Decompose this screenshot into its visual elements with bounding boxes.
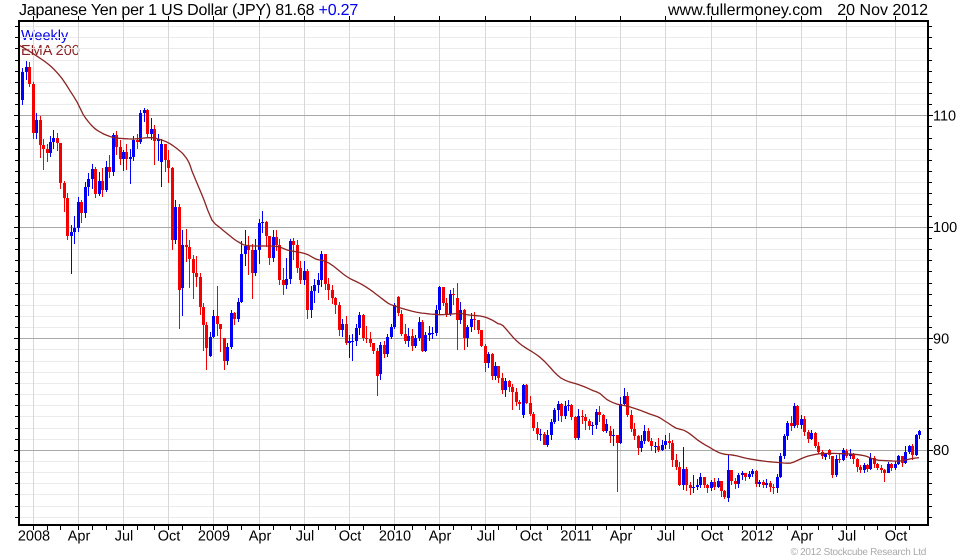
svg-text:Oct: Oct [520,529,543,545]
svg-text:2009: 2009 [198,529,230,545]
svg-text:Oct: Oct [885,529,908,545]
svg-text:2011: 2011 [560,529,591,545]
svg-text:Apr: Apr [791,529,814,545]
svg-text:Apr: Apr [68,529,91,545]
svg-text:Jul: Jul [115,529,134,545]
svg-text:2008: 2008 [18,529,50,545]
svg-text:80: 80 [933,443,949,459]
svg-text:Oct: Oct [158,529,181,545]
svg-text:Apr: Apr [249,529,272,545]
svg-text:Jul: Jul [838,529,857,545]
svg-text:90: 90 [933,332,949,348]
svg-text:Jul: Jul [477,529,496,545]
svg-text:Jul: Jul [296,529,315,545]
svg-text:100: 100 [933,220,957,236]
svg-text:Oct: Oct [339,529,362,545]
svg-text:2010: 2010 [379,529,411,545]
svg-text:2012: 2012 [741,529,773,545]
svg-text:Jul: Jul [657,529,676,545]
svg-text:110: 110 [933,109,956,125]
svg-text:Apr: Apr [429,529,452,545]
svg-text:Apr: Apr [610,529,633,545]
svg-text:Oct: Oct [701,529,724,545]
